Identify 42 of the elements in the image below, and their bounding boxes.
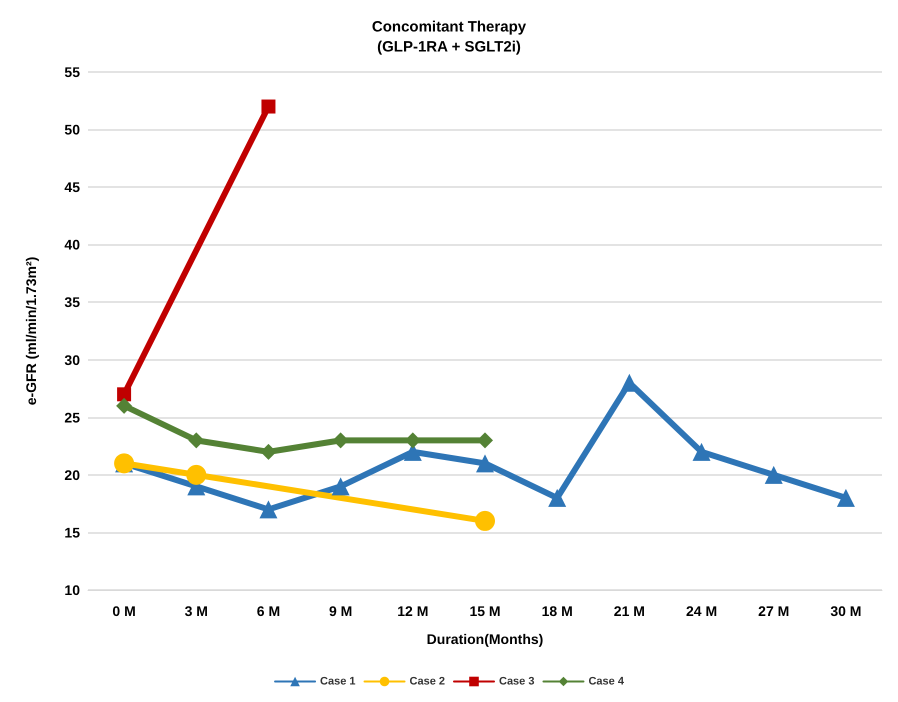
x-tick-label: 24 M [686, 603, 718, 619]
x-tick-label: 21 M [614, 603, 645, 619]
x-tick-label: 18 M [542, 603, 573, 619]
x-axis-title: Duration(Months) [426, 631, 544, 647]
point [475, 510, 495, 531]
point [116, 398, 132, 414]
point [188, 432, 204, 448]
point [692, 442, 711, 461]
point [332, 477, 350, 496]
point [836, 488, 855, 507]
y-tick-label: 15 [64, 524, 80, 540]
legend-label: Case 2 [410, 676, 446, 688]
y-axis-title: e-GFR (ml/min/1.73m²) [23, 256, 39, 406]
y-tick-label: 35 [64, 294, 80, 310]
y-tick-label: 10 [64, 582, 80, 598]
y-tick-label: 20 [64, 466, 80, 483]
chart-title: Concomitant Therapy (GLP-1RA + SGLT2i) [372, 18, 527, 56]
point [260, 444, 276, 460]
point [259, 500, 278, 518]
legend-label: Case 4 [588, 676, 625, 688]
y-tick-label: 30 [64, 352, 80, 368]
x-tick-label: 0 M [112, 603, 136, 619]
x-tick-label: 3 M [184, 603, 208, 619]
x-tick-label: 12 M [397, 603, 428, 619]
point [548, 488, 566, 507]
y-tick-label: 25 [64, 409, 80, 426]
point [261, 100, 276, 114]
point [476, 454, 494, 472]
point [764, 466, 783, 484]
y-tick-label: 45 [64, 179, 80, 196]
y-tick-label: 40 [64, 236, 80, 253]
legend-label: Case 1 [320, 676, 356, 688]
x-tick-label: 30 M [830, 603, 862, 619]
x-tick-label: 9 M [328, 603, 352, 619]
y-tick-label: 50 [64, 122, 80, 138]
y-tick-label: 55 [64, 64, 80, 80]
x-tick-label: 27 M [758, 603, 790, 619]
x-tick-label: 15 M [469, 603, 501, 619]
point [117, 387, 132, 402]
point [186, 464, 206, 485]
x-tick-label: 6 M [256, 603, 280, 619]
legend-label: Case 3 [499, 676, 534, 688]
